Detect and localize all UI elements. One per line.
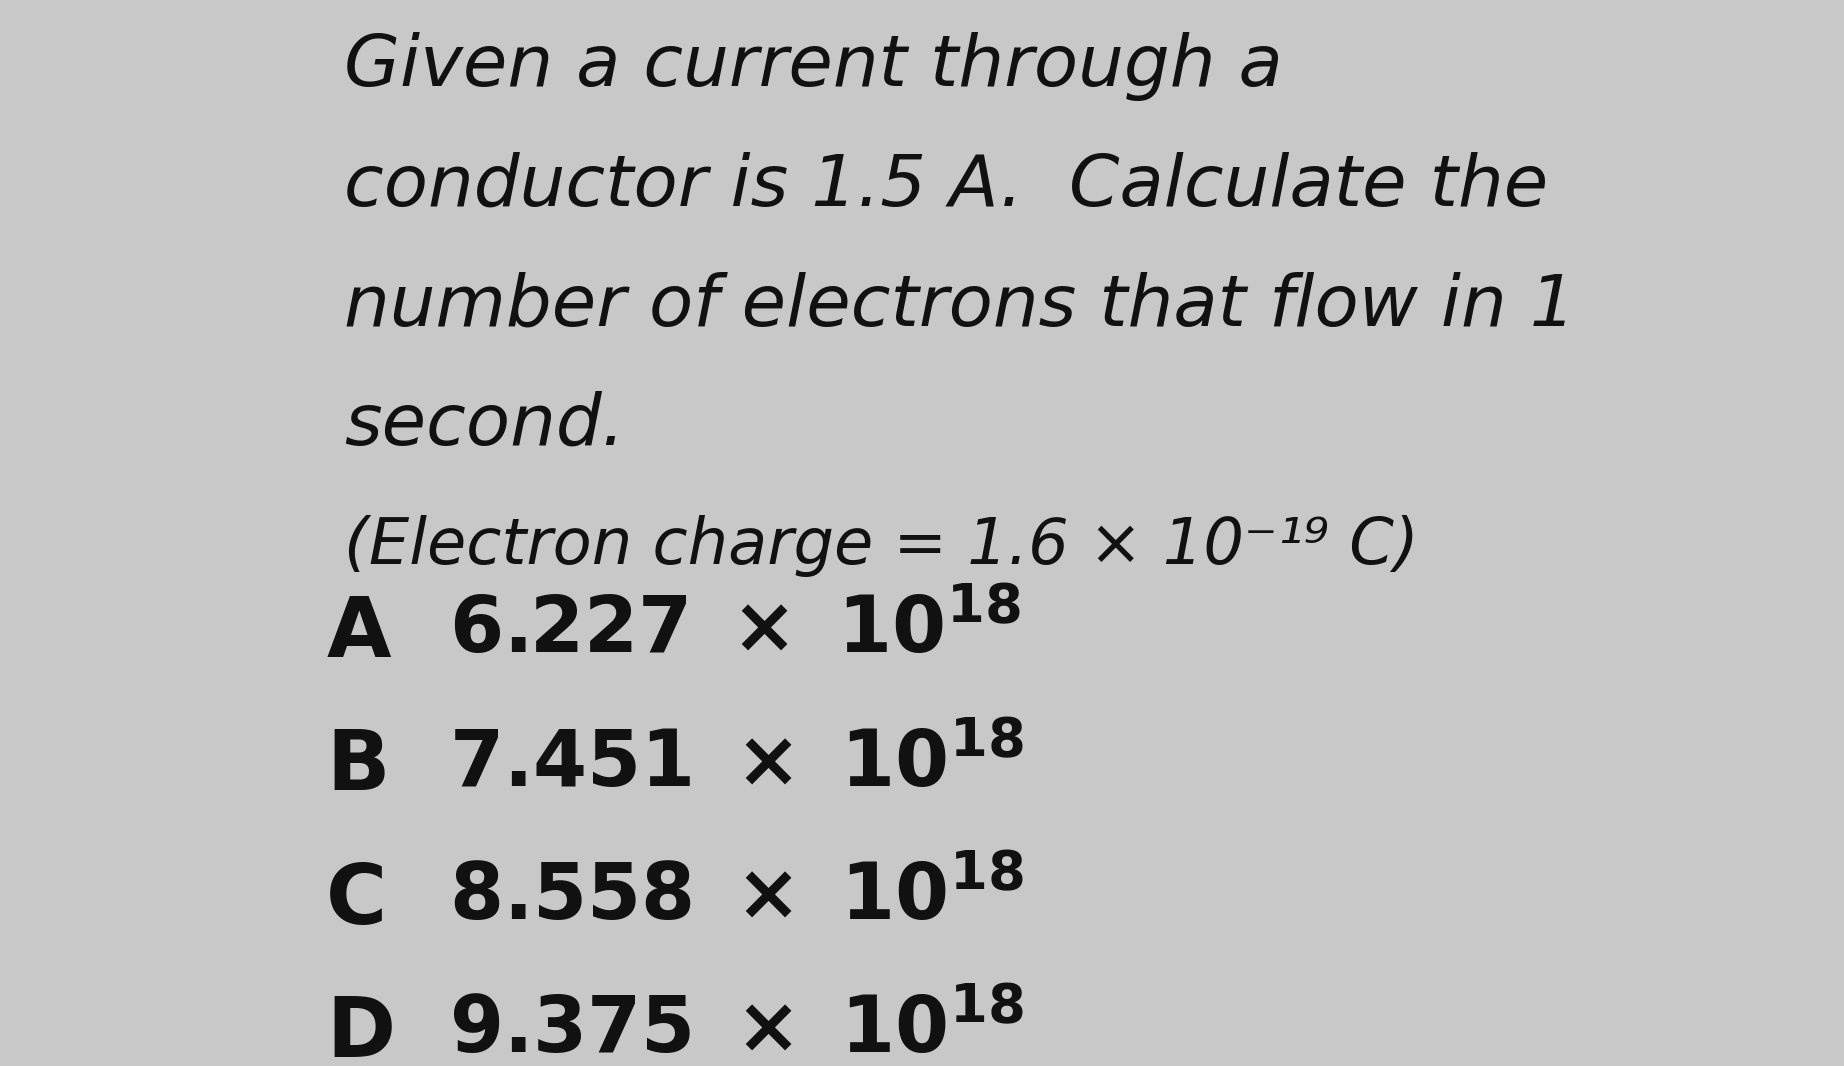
Text: (Electron charge = 1.6 × 10⁻¹⁹ C): (Electron charge = 1.6 × 10⁻¹⁹ C) xyxy=(343,515,1418,577)
Text: conductor is 1.5 A.  Calculate the: conductor is 1.5 A. Calculate the xyxy=(343,151,1547,221)
Text: A: A xyxy=(326,593,391,674)
Text: $\mathbf{7.451\ \times\ 10^{18}}$: $\mathbf{7.451\ \times\ 10^{18}}$ xyxy=(450,726,1025,803)
Text: number of electrons that flow in 1: number of electrons that flow in 1 xyxy=(343,271,1575,340)
Text: $\mathbf{9.375\ \times\ 10^{18}}$: $\mathbf{9.375\ \times\ 10^{18}}$ xyxy=(450,992,1025,1066)
Text: $\mathbf{8.558\ \times\ 10^{18}}$: $\mathbf{8.558\ \times\ 10^{18}}$ xyxy=(450,859,1025,936)
Text: $\mathbf{6.227\ \times\ 10^{18}}$: $\mathbf{6.227\ \times\ 10^{18}}$ xyxy=(450,593,1022,669)
Text: B: B xyxy=(326,726,389,807)
Text: Given a current through a: Given a current through a xyxy=(343,32,1282,101)
Text: second.: second. xyxy=(343,391,625,459)
Text: C: C xyxy=(326,859,387,940)
Text: D: D xyxy=(326,992,395,1066)
